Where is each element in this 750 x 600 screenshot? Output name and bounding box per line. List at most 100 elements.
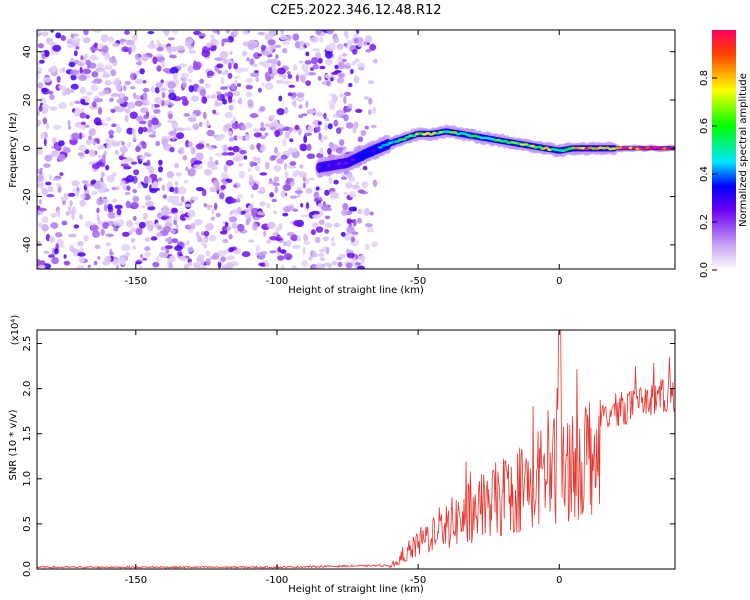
noise-blob — [77, 241, 84, 247]
noise-blob — [306, 153, 316, 159]
noise-blob — [45, 181, 52, 186]
noise-blob — [341, 209, 347, 216]
y-tick-label: 20 — [22, 94, 33, 107]
snr-xlabel: Height of straight line (km) — [288, 584, 424, 595]
noise-blob — [337, 261, 343, 268]
noise-blob — [199, 88, 207, 97]
noise-blob — [338, 61, 345, 70]
noise-blob — [105, 164, 110, 171]
noise-blob — [269, 250, 277, 254]
noise-blob — [319, 249, 324, 253]
noise-blob — [316, 152, 324, 159]
noise-blob — [167, 81, 177, 89]
noise-blob — [278, 95, 283, 102]
noise-blob — [233, 62, 239, 70]
noise-blob — [234, 80, 238, 84]
noise-blob — [206, 120, 210, 128]
noise-blob — [363, 41, 367, 46]
noise-blob — [171, 207, 178, 213]
noise-blob — [278, 73, 283, 78]
noise-blob — [71, 180, 80, 187]
noise-blob — [343, 43, 347, 47]
noise-blob — [368, 109, 372, 115]
noise-blob — [190, 95, 200, 102]
noise-blob — [246, 57, 250, 62]
noise-blob — [91, 80, 99, 84]
noise-blob — [289, 195, 298, 199]
noise-blob — [135, 227, 143, 236]
noise-blob — [348, 206, 357, 212]
noise-blob — [362, 165, 368, 171]
noise-blob — [301, 259, 309, 268]
noise-blob — [140, 205, 146, 209]
noise-blob — [91, 57, 100, 61]
noise-blob — [282, 138, 287, 147]
colorbar-tick-label: 0.4 — [699, 166, 710, 182]
noise-blob — [93, 260, 98, 266]
noise-blob — [160, 216, 168, 220]
noise-blob — [270, 63, 276, 69]
noise-blob — [282, 73, 287, 80]
ridge-core — [357, 155, 363, 159]
noise-blob — [91, 163, 101, 170]
noise-blob — [199, 35, 205, 39]
noise-blob — [204, 168, 213, 176]
noise-blob — [302, 80, 306, 84]
noise-blob — [165, 248, 170, 254]
noise-blob — [88, 128, 97, 137]
snr-panel: -150 -100 -50 0 0.0 0.5 1.0 1.5 2.0 2.5 Height of… — [8, 315, 676, 595]
noise-blob — [174, 245, 183, 252]
noise-blob — [133, 92, 137, 99]
noise-blob — [206, 70, 215, 77]
noise-blob — [250, 72, 260, 78]
ridge-core — [347, 160, 353, 164]
noise-blob — [255, 244, 260, 252]
noise-blob — [310, 229, 316, 236]
noise-blob — [114, 149, 119, 155]
noise-blob — [113, 220, 117, 227]
noise-blob — [307, 108, 316, 114]
noise-blob — [336, 256, 343, 261]
noise-blob — [57, 186, 62, 193]
noise-blob — [202, 111, 207, 120]
noise-blob — [96, 62, 104, 69]
noise-blob — [300, 203, 304, 208]
noise-blob — [242, 67, 249, 72]
noise-blob — [243, 155, 248, 160]
noise-blob — [180, 72, 189, 79]
noise-blob — [158, 166, 163, 173]
noise-blob — [229, 51, 233, 55]
noise-blob — [206, 95, 211, 99]
noise-blob — [126, 127, 134, 135]
colorbar-ticks: 0.0 0.2 0.4 0.6 0.8 — [699, 70, 717, 278]
noise-blob — [358, 255, 366, 261]
noise-blob — [53, 124, 62, 130]
noise-blob — [308, 177, 315, 181]
noise-blob — [178, 186, 187, 195]
y-tick-label: -20 — [22, 188, 33, 204]
noise-blob — [192, 123, 200, 131]
noise-blob — [148, 134, 157, 138]
noise-blob — [294, 41, 301, 49]
noise-blob — [345, 122, 354, 129]
noise-blob — [41, 87, 48, 93]
noise-blob — [109, 134, 114, 139]
noise-blob — [49, 93, 55, 101]
noise-blob — [326, 247, 330, 255]
noise-blob — [251, 63, 259, 68]
noise-blob — [317, 121, 322, 126]
noise-blob — [372, 58, 378, 64]
noise-blob — [237, 206, 242, 215]
noise-blob — [110, 93, 120, 97]
noise-blob — [168, 113, 173, 120]
noise-blob — [134, 78, 144, 85]
noise-blob — [226, 225, 232, 232]
noise-blob — [338, 54, 343, 62]
noise-blob — [124, 191, 131, 196]
noise-blob — [38, 264, 46, 269]
noise-blob — [292, 64, 298, 71]
noise-blob — [216, 91, 222, 95]
x-tick-label: -100 — [266, 276, 289, 287]
noise-blob — [322, 114, 327, 118]
